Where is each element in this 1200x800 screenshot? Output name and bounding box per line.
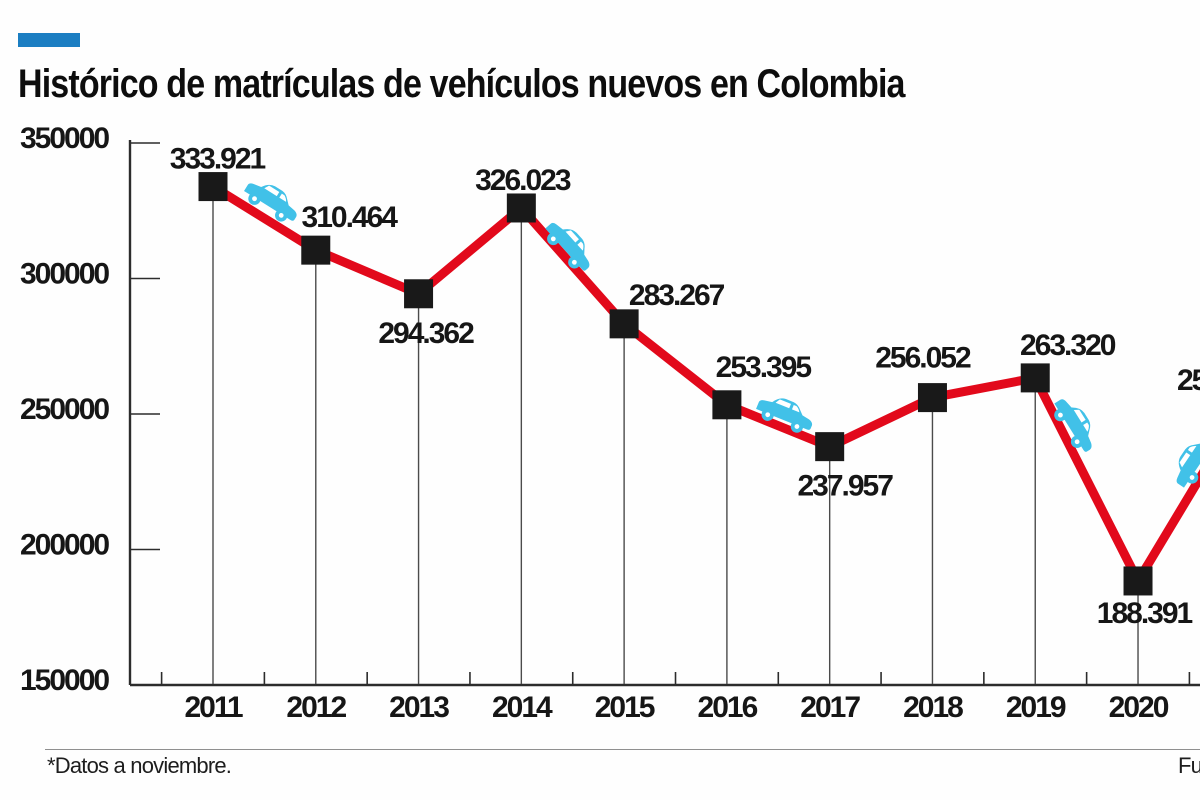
value-label: 263.320: [1020, 329, 1116, 362]
point-marker: [404, 279, 434, 309]
axes: 350000 300000 250000 200000 150000 2011 2012 20…: [20, 122, 1200, 724]
value-label: 333.921: [170, 143, 266, 176]
value-label: 253.395: [716, 351, 812, 384]
point-marker: [506, 193, 536, 223]
title-accent-bar: [18, 33, 80, 47]
year-label: 2011: [184, 691, 242, 724]
point-marker: [815, 432, 845, 462]
year-label: 2020: [1109, 691, 1169, 724]
year-label: 2015: [595, 691, 655, 724]
trend-line: [210, 182, 1200, 586]
footer-divider: [45, 749, 1200, 750]
value-label: 310.464: [302, 201, 399, 234]
value-label: 294.362: [378, 317, 474, 350]
point-markers: [198, 172, 1153, 596]
registrations-line-chart: 350000 300000 250000 200000 150000 2011 2012 20…: [20, 122, 1200, 724]
y-tick-label: 200000: [20, 529, 109, 562]
year-label: 2017: [800, 691, 860, 724]
source-label-partial: Fu: [1178, 753, 1200, 778]
y-tick-label: 350000: [20, 122, 109, 155]
value-label: 283.267: [629, 279, 725, 312]
value-labels: 333.921 310.464 294.362 326.023 283.267 253.3…: [170, 143, 1200, 630]
value-label: 326.023: [475, 164, 571, 197]
y-tick-label: 300000: [20, 258, 109, 291]
point-marker: [198, 172, 228, 202]
value-label: 256.052: [875, 342, 971, 375]
point-marker: [712, 390, 742, 420]
year-label: 2019: [1006, 691, 1066, 724]
y-tick-label: 250000: [20, 393, 109, 426]
year-label: 2013: [389, 691, 449, 724]
value-label-partial: 25: [1177, 364, 1200, 397]
year-label: 2012: [286, 691, 346, 724]
point-marker: [917, 383, 947, 413]
point-marker: [301, 235, 331, 265]
value-label: 188.391: [1097, 597, 1193, 630]
footnote: *Datos a noviembre.: [47, 753, 232, 778]
year-label: 2014: [492, 691, 553, 724]
year-label: 2018: [903, 691, 963, 724]
trend-polyline: [210, 182, 1200, 586]
point-marker: [1020, 363, 1050, 393]
chart-title: Histórico de matrículas de vehículos nue…: [18, 62, 905, 106]
value-label: 237.957: [797, 470, 893, 503]
year-label: 2016: [698, 691, 758, 724]
point-marker: [1123, 566, 1153, 596]
y-tick-label: 150000: [20, 664, 109, 697]
car-icon: [1167, 428, 1200, 492]
point-marker: [609, 309, 639, 339]
drop-lines: [212, 190, 1139, 684]
